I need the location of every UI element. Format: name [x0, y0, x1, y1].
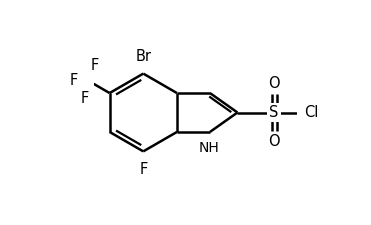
Text: O: O — [268, 134, 280, 149]
Text: F: F — [70, 73, 78, 88]
Text: Br: Br — [135, 49, 151, 64]
Text: F: F — [90, 58, 98, 73]
Text: NH: NH — [198, 141, 219, 155]
Text: F: F — [139, 162, 147, 177]
Text: O: O — [268, 76, 280, 91]
Text: F: F — [81, 91, 89, 106]
Text: S: S — [269, 105, 279, 120]
Text: Cl: Cl — [304, 105, 318, 120]
